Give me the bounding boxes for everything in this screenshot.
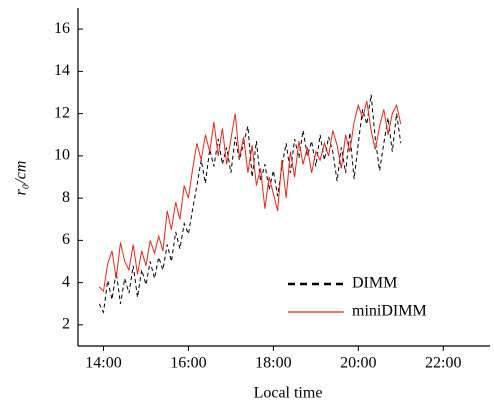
x-tick-label: 14:00 bbox=[85, 355, 121, 372]
legend-label: DIMM bbox=[352, 275, 397, 292]
y-tick-label: 10 bbox=[54, 147, 70, 164]
y-axis-label: r₀/cm bbox=[13, 161, 30, 196]
x-tick-label: 16:00 bbox=[170, 355, 206, 372]
y-tick-label: 14 bbox=[54, 62, 70, 79]
legend-label: miniDIMM bbox=[352, 303, 427, 320]
y-tick-label: 8 bbox=[62, 189, 70, 206]
x-axis-label: Local time bbox=[254, 385, 323, 402]
x-tick-label: 18:00 bbox=[255, 355, 291, 372]
y-tick-label: 6 bbox=[62, 231, 70, 248]
y-tick-label: 2 bbox=[62, 316, 70, 333]
series-line bbox=[98, 100, 402, 293]
y-tick-label: 16 bbox=[54, 20, 70, 37]
x-tick-label: 20:00 bbox=[340, 355, 376, 372]
y-tick-label: 4 bbox=[62, 273, 70, 290]
y-tick-label: 12 bbox=[54, 104, 70, 121]
x-tick-label: 22:00 bbox=[425, 355, 461, 372]
series-line bbox=[98, 94, 402, 314]
